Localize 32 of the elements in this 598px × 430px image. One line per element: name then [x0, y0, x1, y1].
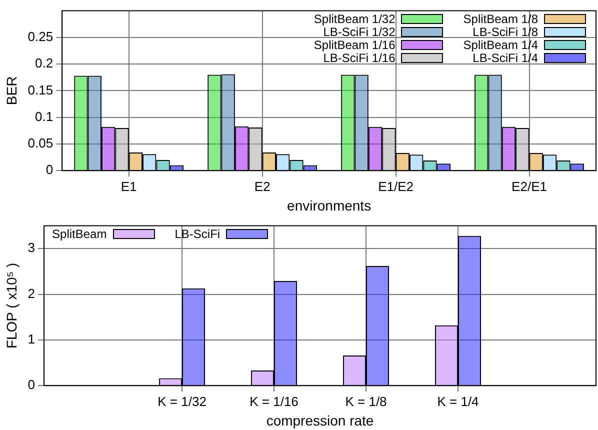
- legend-label: LB-SciFi 1/16: [323, 50, 396, 65]
- x-axis-title: environments: [287, 197, 372, 214]
- x-tick-label: E1: [120, 178, 137, 194]
- legend-label: LB-SciFi 1/4: [472, 50, 538, 65]
- x-axis-title: compression rate: [266, 412, 374, 428]
- y-tick-label: 0.25: [28, 29, 54, 44]
- legend-label: LB-SciFi: [174, 226, 220, 241]
- legend-label: SplitBeam 1/4: [463, 38, 538, 52]
- x-tick-label: K = 1/4: [437, 394, 479, 409]
- y-tick-label: 3: [28, 240, 36, 256]
- x-tick-label: K = 1/16: [250, 394, 298, 409]
- y-tick-label: 0: [28, 377, 36, 392]
- legend-label: LB-SciFi 1/8: [472, 24, 538, 39]
- y-tick-label: 0.15: [28, 82, 54, 98]
- y-tick-label: 1: [28, 332, 36, 347]
- y-axis-title: FLOP ( x10⁵ ): [3, 262, 20, 349]
- y-tick-label: 0.05: [28, 136, 54, 151]
- legend-label: SplitBeam: [52, 226, 107, 241]
- y-axis-title: BER: [3, 76, 20, 106]
- y-tick-label: 0.2: [35, 56, 54, 71]
- legend-label: SplitBeam 1/8: [463, 12, 538, 26]
- y-tick-label: 0.1: [35, 108, 54, 124]
- y-tick-label: 2: [28, 286, 36, 301]
- legend-label: SplitBeam 1/32: [314, 12, 396, 26]
- x-tick-label: K = 1/32: [158, 394, 206, 409]
- x-tick-label: E2/E1: [512, 178, 547, 194]
- x-tick-label: E1/E2: [378, 178, 414, 194]
- x-tick-label: E2: [254, 178, 270, 194]
- x-tick-label: K = 1/8: [345, 394, 387, 409]
- legend-label: SplitBeam 1/16: [314, 38, 396, 52]
- legend-label: LB-SciFi 1/32: [323, 24, 396, 39]
- y-tick-label: 0: [46, 162, 54, 178]
